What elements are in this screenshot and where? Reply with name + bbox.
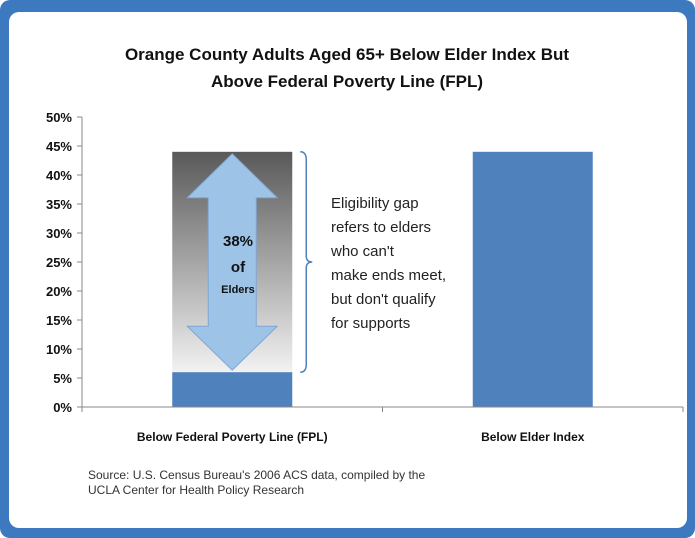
bar-2 bbox=[472, 151, 593, 407]
annotation-line-6: for supports bbox=[331, 315, 410, 332]
y-tick-label: 15% bbox=[46, 313, 72, 328]
x-category-label: Below Federal Poverty Line (FPL) bbox=[137, 430, 328, 444]
y-tick-label: 0% bbox=[53, 400, 72, 415]
y-tick-label: 20% bbox=[46, 284, 72, 299]
annotation-line-1: Eligibility gap bbox=[331, 195, 419, 212]
y-tick-label: 10% bbox=[46, 342, 72, 357]
axis-layer bbox=[81, 117, 684, 412]
x-category-label: Below Elder Index bbox=[481, 430, 585, 444]
source-line-1: Source: U.S. Census Bureau's 2006 ACS da… bbox=[88, 468, 425, 482]
gap-bracket bbox=[300, 151, 313, 373]
y-tick-label: 25% bbox=[46, 255, 72, 270]
annotation-line-2: refers to elders bbox=[331, 219, 431, 236]
y-tick-label: 50% bbox=[46, 110, 72, 125]
chart-title-line-1: Orange County Adults Aged 65+ Below Elde… bbox=[125, 45, 569, 64]
y-tick-labels: 0% 5% 10% 15% 20% 25% 30% 35% 40% 45% 50% bbox=[46, 110, 82, 415]
gap-arrow-layer bbox=[186, 153, 279, 371]
double-arrow-icon bbox=[186, 153, 279, 371]
annotation-line-4: make ends meet, bbox=[331, 267, 446, 284]
eligibility-gap-annotation: Eligibility gap refers to elders who can… bbox=[330, 195, 446, 332]
gap-arrow-label: 38% of Elders bbox=[221, 233, 255, 296]
source-line-2: UCLA Center for Health Policy Research bbox=[88, 483, 304, 497]
bar-layer bbox=[172, 151, 593, 407]
chart-title-line-2: Above Federal Poverty Line (FPL) bbox=[211, 72, 483, 91]
annotation-line-3: who can't bbox=[330, 243, 395, 260]
y-tick-label: 35% bbox=[46, 197, 72, 212]
arrow-label-elders: Elders bbox=[221, 284, 255, 296]
bar-1 bbox=[172, 372, 293, 407]
y-tick-label: 30% bbox=[46, 226, 72, 241]
y-tick-label: 40% bbox=[46, 168, 72, 183]
arrow-label-percent: 38% bbox=[223, 233, 253, 250]
y-tick-label: 5% bbox=[53, 371, 72, 386]
y-tick-label: 45% bbox=[46, 139, 72, 154]
annotation-line-5: but don't qualify bbox=[331, 291, 436, 308]
x-category-labels: Below Federal Poverty Line (FPL) Below El… bbox=[137, 430, 585, 444]
bracket-icon bbox=[300, 151, 313, 373]
arrow-label-of: of bbox=[231, 259, 246, 276]
